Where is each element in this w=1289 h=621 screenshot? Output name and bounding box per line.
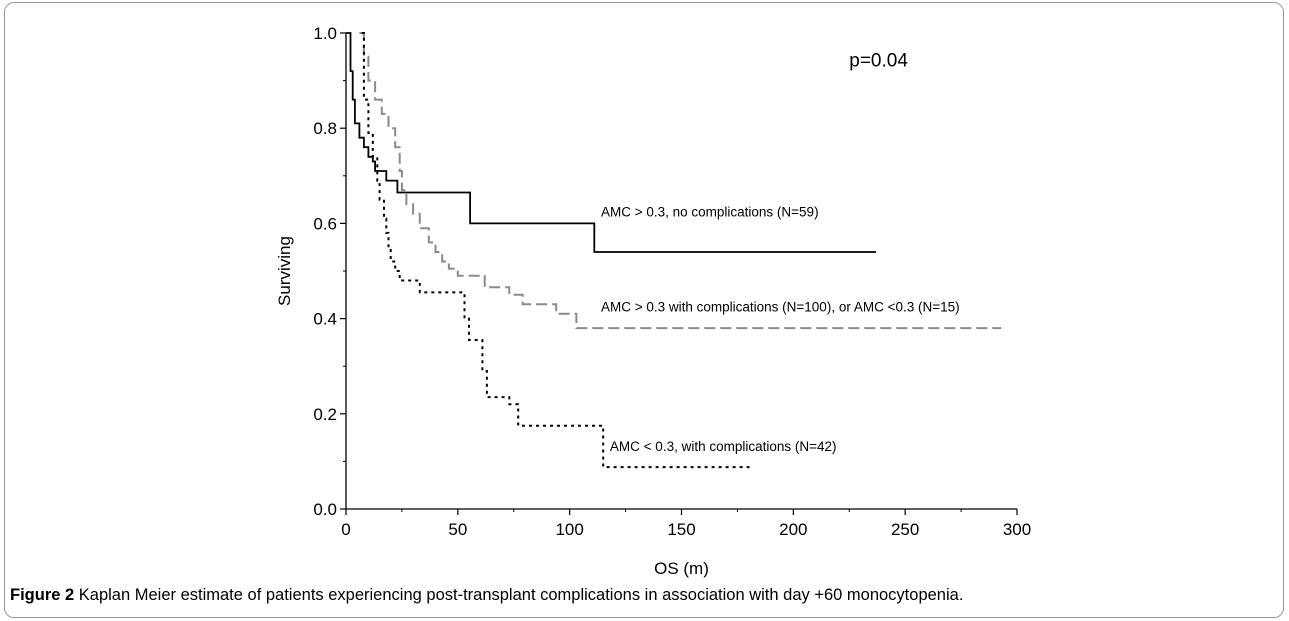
x-tick-label: 0 [341, 520, 350, 539]
series-annotation: AMC > 0.3 with complications (N=100), or… [601, 299, 960, 314]
p-value-annotation: p=0.04 [849, 50, 908, 71]
x-tick-label: 150 [667, 520, 695, 539]
caption-label: Figure 2 [10, 586, 75, 604]
series-annotation: AMC < 0.3, with complications (N=42) [610, 439, 837, 454]
x-tick-label: 50 [448, 520, 467, 539]
x-tick-label: 250 [891, 520, 919, 539]
x-tick-label: 300 [1003, 520, 1031, 539]
x-tick-label: 200 [779, 520, 807, 539]
y-tick-label: 0.4 [313, 310, 337, 329]
series-annotation: AMC > 0.3, no complications (N=59) [601, 204, 819, 219]
x-axis-label: OS (m) [654, 559, 709, 578]
annotation-layer: p=0.04 AMC > 0.3, no complications (N=59)… [601, 50, 960, 454]
y-tick-label: 0.8 [313, 119, 337, 138]
y-tick-label: 1.0 [313, 24, 337, 43]
series-line-dashed [359, 32, 1002, 330]
figure-frame [4, 2, 1284, 618]
axes: 0 50 100 150 200 250 300 0.0 0.2 0.4 0.6 0.8 1.0 OS (… [275, 24, 1031, 578]
series-line-solid [346, 32, 877, 253]
series-layer [346, 32, 1002, 469]
y-tick-label: 0.0 [313, 500, 337, 519]
y-axis-label: Surviving [275, 236, 294, 306]
x-tick-label: 100 [555, 520, 583, 539]
km-chart: 0 50 100 150 200 250 300 0.0 0.2 0.4 0.6 0.8 1.0 OS (… [275, 24, 1031, 578]
y-tick-label: 0.6 [313, 214, 337, 233]
figure-caption: Figure 2 Kaplan Meier estimate of patien… [10, 586, 1280, 605]
caption-text: Kaplan Meier estimate of patients experi… [78, 586, 964, 604]
series-line-dotted [361, 32, 754, 469]
y-tick-label: 0.2 [313, 405, 337, 424]
